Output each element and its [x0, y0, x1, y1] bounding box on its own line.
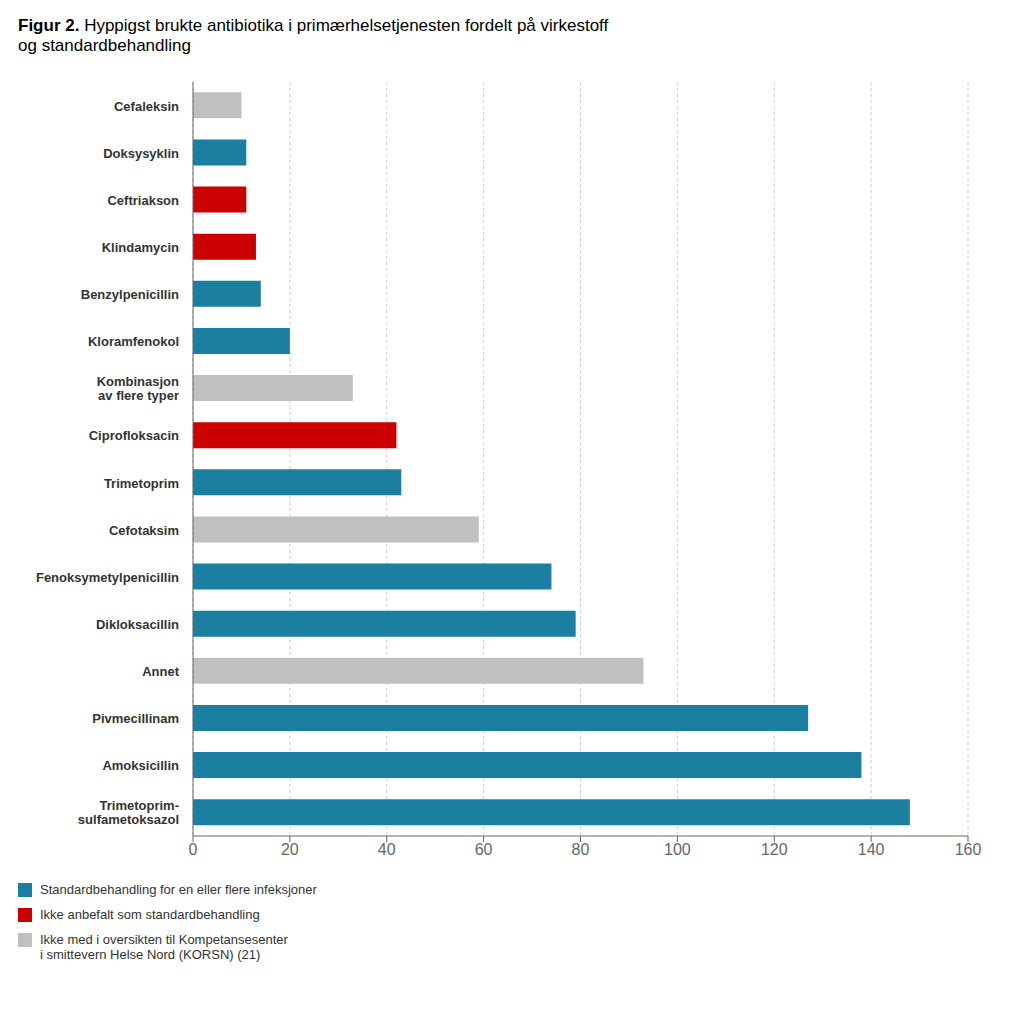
svg-text:Benzylpenicillin: Benzylpenicillin: [81, 287, 179, 302]
svg-text:80: 80: [572, 841, 590, 858]
svg-text:140: 140: [858, 841, 885, 858]
svg-text:Pivmecillinam: Pivmecillinam: [92, 711, 179, 726]
svg-text:Trimetoprim: Trimetoprim: [104, 475, 179, 490]
svg-text:Amoksicillin: Amoksicillin: [102, 758, 179, 773]
html-text:Ikke med i oversikten til Komp: Ikke med i oversikten til Kompetansesent…: [40, 932, 288, 962]
svg-text:Cefaleksin: Cefaleksin: [114, 98, 179, 113]
svg-text:Dikloksacillin: Dikloksacillin: [96, 616, 179, 631]
svg-text:Ceftriakson: Ceftriakson: [107, 192, 179, 207]
svg-text:Klindamycin: Klindamycin: [102, 239, 179, 254]
svg-text:40: 40: [378, 841, 396, 858]
svg-text:Ciprofloksacin: Ciprofloksacin: [89, 428, 179, 443]
svg-text:20: 20: [281, 841, 299, 858]
svg-text:120: 120: [761, 841, 788, 858]
svg-text:Cefotaksim: Cefotaksim: [109, 522, 179, 537]
svg-text:0: 0: [189, 841, 198, 858]
svg-text:Trimetoprim-sulfametoksazol: Trimetoprim-sulfametoksazol: [78, 798, 179, 827]
svg-text:160: 160: [955, 841, 982, 858]
html-text:Standardbehandling for en elle: Standardbehandling for en eller flere in…: [40, 882, 317, 897]
svg-text:Annet: Annet: [142, 664, 180, 679]
svg-text:Kloramfenokol: Kloramfenokol: [88, 334, 179, 349]
svg-text:Fenoksymetylpenicillin: Fenoksymetylpenicillin: [36, 569, 179, 584]
svg-text:100: 100: [664, 841, 691, 858]
html-text:Figur 2. Hyppigst brukte antib: Figur 2. Hyppigst brukte antibiotika i p…: [18, 16, 609, 55]
svg-text:60: 60: [475, 841, 493, 858]
svg-text:Doksysyklin: Doksysyklin: [103, 145, 179, 160]
svg-text:Kombinasjonav flere typer: Kombinasjonav flere typer: [97, 374, 179, 403]
html-text:Ikke anbefalt som standardbeha: Ikke anbefalt som standardbehandling: [40, 907, 260, 922]
